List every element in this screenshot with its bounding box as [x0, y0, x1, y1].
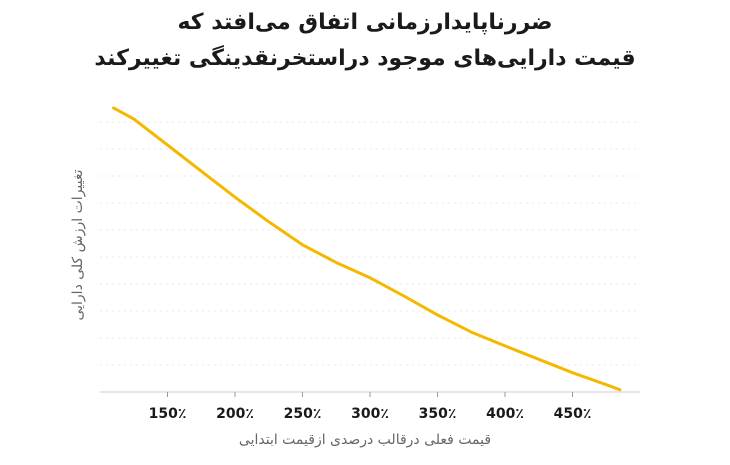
x-tick-label: 250٪ — [284, 406, 322, 422]
grid-lines — [100, 121, 640, 393]
chart-subtitle: قیمت دارایی‌های موجود دراستخرنقدینگی تغی… — [94, 46, 636, 71]
x-tick-label: 400٪ — [486, 406, 524, 422]
chart-title: ضررناپایدارزمانی اتفاق می‌افتد که — [177, 10, 553, 35]
y-axis-label: تغییرات ارزش کلی دارایی — [70, 169, 86, 320]
x-axis-label: قیمت فعلی درقالب درصدی ازقیمت ابتدایی — [239, 432, 491, 448]
x-tick-label: 450٪ — [554, 406, 592, 422]
x-tick-label: 300٪ — [351, 406, 389, 422]
x-ticks: 150٪ 200٪ 250٪ 300٪ 350٪ 400٪ 450٪ — [149, 392, 592, 422]
series-line — [112, 106, 622, 392]
x-tick-label: 350٪ — [419, 406, 457, 422]
x-tick-label: 150٪ — [149, 406, 187, 422]
x-tick-label: 200٪ — [216, 406, 254, 422]
